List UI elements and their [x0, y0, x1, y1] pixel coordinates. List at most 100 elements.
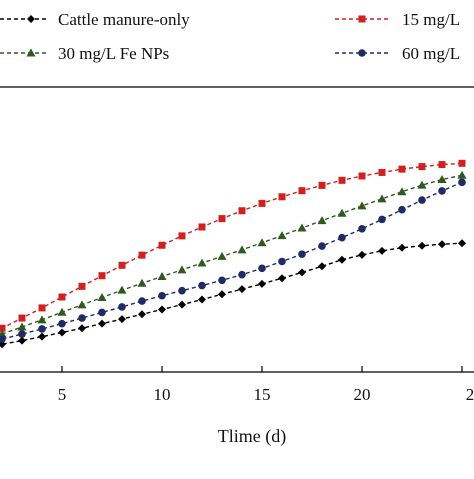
- data-point: [0, 335, 6, 343]
- data-point: [58, 293, 66, 301]
- x-axis-label: Tlime (d): [218, 426, 286, 447]
- data-point: [237, 245, 247, 254]
- data-point: [58, 319, 66, 328]
- data-point: [177, 265, 187, 274]
- data-point: [57, 307, 67, 316]
- data-point: [218, 290, 226, 299]
- data-point: [118, 261, 126, 269]
- data-point: [358, 224, 366, 233]
- data-point: [217, 251, 227, 260]
- series-line: [0, 181, 463, 341]
- data-point: [38, 325, 46, 333]
- series-layer: [0, 159, 467, 349]
- data-point: [297, 223, 307, 232]
- data-point: [77, 300, 87, 309]
- data-point: [318, 242, 326, 250]
- series: [0, 178, 466, 343]
- data-point: [98, 272, 106, 280]
- legend-item: 15 mg/L: [335, 10, 460, 29]
- x-tick-label: 2: [466, 385, 474, 404]
- data-point: [378, 215, 386, 224]
- data-point: [418, 163, 426, 171]
- data-point: [258, 264, 266, 273]
- data-point: [98, 319, 106, 328]
- data-point: [218, 215, 226, 223]
- data-point: [398, 165, 406, 173]
- data-point: [118, 315, 126, 324]
- legend-marker: [26, 48, 36, 57]
- legend-label: 30 mg/L Fe NPs: [58, 44, 169, 63]
- data-point: [378, 168, 386, 176]
- legend-label: Cattle manure-only: [58, 10, 190, 29]
- data-point: [418, 196, 426, 204]
- data-point: [278, 193, 286, 201]
- legend-item: Cattle manure-only: [0, 10, 190, 29]
- data-point: [98, 308, 106, 317]
- data-point: [317, 216, 327, 225]
- data-point: [258, 199, 266, 207]
- x-axis: 5 10 15 20 2 Tlime (d): [58, 366, 474, 447]
- data-point: [238, 270, 246, 279]
- data-point: [198, 295, 206, 304]
- x-tick-label: 15: [254, 385, 271, 404]
- data-point: [438, 187, 446, 195]
- data-point: [78, 324, 86, 333]
- data-point: [318, 262, 326, 271]
- data-point: [138, 310, 146, 319]
- legend-marker: [358, 49, 366, 57]
- data-point: [457, 170, 467, 179]
- data-point: [218, 276, 226, 285]
- data-point: [338, 176, 346, 184]
- data-point: [298, 187, 306, 195]
- data-point: [377, 194, 387, 203]
- data-point: [398, 243, 406, 252]
- data-point: [78, 314, 86, 322]
- data-point: [458, 159, 466, 167]
- x-tick-label: 20: [354, 385, 371, 404]
- data-point: [158, 241, 166, 249]
- data-point: [337, 208, 347, 217]
- data-point: [358, 250, 366, 259]
- data-point: [318, 181, 326, 189]
- data-point: [338, 255, 346, 264]
- data-point: [397, 187, 407, 196]
- data-point: [378, 246, 386, 255]
- data-point: [157, 271, 167, 280]
- data-point: [178, 300, 186, 309]
- data-point: [18, 314, 26, 322]
- series: [0, 239, 466, 349]
- data-point: [298, 250, 306, 258]
- data-point: [58, 328, 66, 337]
- data-point: [138, 297, 146, 305]
- legend-marker: [27, 15, 35, 23]
- data-point: [357, 201, 367, 210]
- data-point: [117, 285, 127, 294]
- data-point: [198, 223, 206, 231]
- data-point: [0, 324, 6, 332]
- data-point: [118, 303, 126, 311]
- series-line: [0, 162, 463, 330]
- data-point: [438, 161, 446, 169]
- plot-frame: [0, 86, 474, 373]
- legend-marker: [358, 15, 366, 23]
- data-point: [238, 285, 246, 294]
- data-point: [137, 278, 147, 287]
- data-point: [298, 268, 306, 277]
- series-line: [0, 174, 463, 336]
- series: [0, 170, 467, 338]
- data-point: [158, 305, 166, 314]
- data-point: [418, 241, 426, 250]
- data-point: [17, 322, 27, 331]
- data-point: [257, 238, 267, 247]
- data-point: [417, 180, 427, 189]
- data-point: [437, 175, 447, 184]
- data-point: [78, 282, 86, 290]
- legend-label: 15 mg/L: [402, 10, 460, 29]
- data-point: [258, 279, 266, 288]
- x-tick-label: 10: [154, 385, 171, 404]
- data-point: [358, 172, 366, 180]
- data-point: [197, 258, 207, 267]
- legend-label: 60 mg/L: [402, 44, 460, 63]
